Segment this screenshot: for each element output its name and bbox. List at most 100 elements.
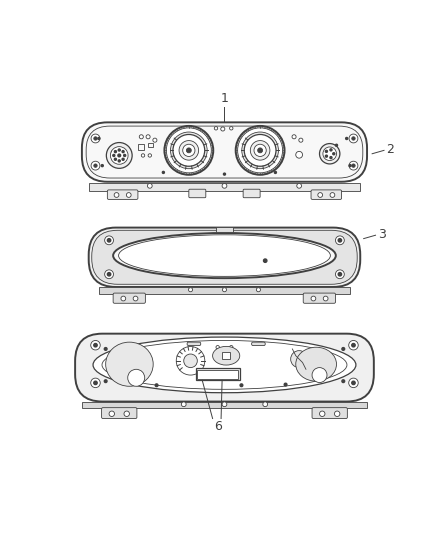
FancyBboxPatch shape	[303, 293, 336, 303]
Circle shape	[118, 160, 120, 162]
Ellipse shape	[102, 341, 347, 389]
Circle shape	[216, 345, 219, 349]
Circle shape	[323, 147, 336, 160]
Circle shape	[349, 161, 358, 170]
Circle shape	[222, 183, 227, 188]
Circle shape	[336, 236, 344, 245]
Circle shape	[323, 296, 328, 301]
Circle shape	[205, 375, 207, 377]
Circle shape	[336, 144, 338, 146]
Ellipse shape	[212, 346, 240, 365]
FancyBboxPatch shape	[311, 190, 342, 199]
Circle shape	[118, 154, 120, 157]
Circle shape	[127, 192, 131, 197]
Circle shape	[318, 192, 322, 197]
Circle shape	[264, 259, 267, 262]
Circle shape	[94, 381, 97, 385]
Circle shape	[292, 135, 296, 139]
Circle shape	[349, 378, 358, 387]
Circle shape	[325, 155, 328, 157]
Circle shape	[312, 368, 327, 383]
Circle shape	[291, 351, 307, 368]
Circle shape	[124, 411, 130, 416]
Bar	[223, 352, 230, 359]
Circle shape	[133, 296, 138, 301]
Ellipse shape	[113, 233, 336, 278]
Circle shape	[335, 411, 340, 416]
Bar	[197, 370, 238, 379]
Circle shape	[183, 144, 195, 157]
Circle shape	[94, 137, 97, 140]
Circle shape	[238, 128, 283, 173]
Bar	[99, 287, 350, 294]
Circle shape	[91, 161, 100, 170]
Circle shape	[164, 126, 213, 175]
Circle shape	[111, 151, 113, 153]
Text: 1: 1	[221, 92, 228, 104]
FancyBboxPatch shape	[251, 342, 265, 345]
FancyBboxPatch shape	[312, 408, 347, 418]
Circle shape	[349, 165, 351, 167]
Circle shape	[254, 144, 266, 157]
Circle shape	[284, 383, 287, 386]
Circle shape	[297, 183, 301, 188]
Circle shape	[336, 270, 344, 279]
Circle shape	[121, 296, 126, 301]
Circle shape	[104, 348, 107, 350]
Circle shape	[223, 288, 226, 292]
Circle shape	[330, 149, 332, 151]
Circle shape	[128, 369, 145, 386]
Circle shape	[173, 134, 205, 166]
Circle shape	[325, 150, 328, 152]
Circle shape	[105, 236, 113, 245]
Circle shape	[338, 272, 342, 276]
Circle shape	[179, 141, 198, 160]
Circle shape	[146, 135, 150, 139]
Circle shape	[311, 296, 316, 301]
Circle shape	[91, 134, 100, 143]
Circle shape	[352, 137, 355, 140]
Circle shape	[236, 126, 285, 175]
Ellipse shape	[93, 337, 356, 393]
Circle shape	[107, 272, 111, 276]
Circle shape	[104, 380, 107, 383]
Circle shape	[98, 138, 100, 140]
Circle shape	[263, 402, 268, 407]
Circle shape	[352, 164, 355, 167]
FancyBboxPatch shape	[102, 408, 137, 418]
Circle shape	[256, 288, 261, 292]
Circle shape	[155, 384, 158, 386]
Circle shape	[320, 411, 325, 416]
FancyBboxPatch shape	[187, 342, 201, 345]
Circle shape	[221, 127, 225, 131]
Circle shape	[349, 134, 358, 143]
Circle shape	[214, 127, 218, 130]
FancyBboxPatch shape	[189, 189, 206, 198]
Circle shape	[201, 372, 204, 374]
Circle shape	[110, 147, 128, 164]
Ellipse shape	[296, 347, 336, 381]
Circle shape	[114, 151, 117, 152]
Circle shape	[240, 384, 243, 386]
Circle shape	[346, 138, 348, 140]
Circle shape	[141, 154, 145, 157]
Circle shape	[118, 149, 120, 151]
Bar	[88, 183, 360, 191]
FancyBboxPatch shape	[88, 228, 360, 287]
Circle shape	[162, 172, 164, 173]
Circle shape	[342, 380, 345, 383]
FancyBboxPatch shape	[92, 230, 357, 284]
Bar	[148, 143, 153, 147]
Circle shape	[153, 138, 157, 142]
Bar	[82, 401, 367, 408]
Circle shape	[113, 155, 115, 157]
Circle shape	[330, 157, 332, 159]
Circle shape	[342, 348, 345, 350]
Text: 3: 3	[378, 228, 386, 241]
Text: 6: 6	[214, 420, 222, 433]
Circle shape	[274, 172, 276, 173]
FancyBboxPatch shape	[113, 293, 145, 303]
Circle shape	[94, 343, 97, 347]
Circle shape	[188, 288, 193, 292]
Ellipse shape	[106, 342, 153, 386]
